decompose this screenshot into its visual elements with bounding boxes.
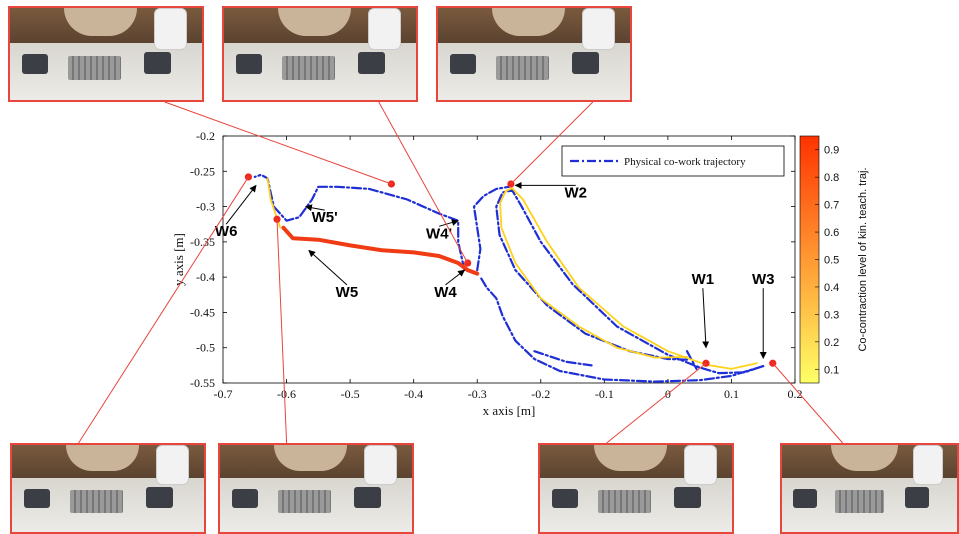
series-line-0	[479, 276, 765, 383]
x-tick-label: -0.3	[468, 387, 487, 401]
series-line-0	[533, 350, 593, 367]
annotation-label: W2	[564, 184, 587, 201]
colorbar-tick-label: 0.3	[824, 309, 839, 321]
x-tick-label: -0.7	[214, 387, 233, 401]
annotation-label: W5	[336, 284, 359, 301]
y-tick-label: -0.35	[190, 235, 215, 249]
legend-label: Physical co-work trajectory	[624, 156, 746, 168]
x-axis-label: x axis [m]	[483, 403, 536, 418]
snapshot-photo-top-2	[222, 6, 418, 102]
y-tick-label: -0.2	[196, 129, 215, 143]
x-tick-label: -0.2	[531, 387, 550, 401]
colorbar-tick-label: 0.7	[824, 200, 839, 212]
y-tick-label: -0.5	[196, 341, 215, 355]
y-tick-label: -0.45	[190, 305, 215, 319]
x-tick-label: -0.6	[277, 387, 296, 401]
x-tick-label: -0.1	[595, 387, 614, 401]
annotation-arrow	[304, 204, 325, 212]
colorbar-tick-label: 0.8	[824, 172, 839, 184]
snapshot-photo-top-3	[436, 6, 632, 102]
snapshot-photo-bottom-4	[780, 443, 959, 534]
snapshot-photo-bottom-1	[10, 443, 206, 534]
y-axis-label: y axis [m]	[171, 233, 186, 286]
annotation-label: W5'	[312, 209, 338, 226]
annotation-label: W4	[434, 284, 457, 301]
annotation-label: W3	[752, 271, 775, 288]
x-tick-label: -0.4	[404, 387, 423, 401]
x-tick-label: -0.5	[341, 387, 360, 401]
annotation-arrow	[225, 184, 257, 225]
annotation-arrow	[438, 219, 459, 227]
annotation-label: W4'	[426, 225, 452, 242]
x-tick-label: 0.2	[788, 387, 803, 401]
connector-line	[164, 101, 392, 185]
series-line-0	[495, 189, 765, 375]
series-line-0	[472, 185, 511, 272]
colorbar-tick-label: 0.9	[824, 145, 839, 157]
connector-line	[78, 176, 249, 444]
connector-line	[772, 362, 844, 444]
snapshot-photo-bottom-2	[218, 443, 414, 534]
y-tick-label: -0.55	[190, 376, 215, 390]
plot-frame	[222, 135, 796, 384]
y-tick-label: -0.4	[196, 270, 215, 284]
colorbar-tick-label: 0.4	[824, 282, 839, 294]
colorbar-label: Co-contraction level of kin. teach. traj…	[857, 167, 869, 351]
annotation-arrow	[308, 249, 348, 286]
series-line-0	[253, 173, 466, 272]
series-line-1	[499, 187, 758, 370]
snapshot-photo-top-1	[8, 6, 204, 102]
connector-line	[510, 101, 594, 185]
connector-line	[606, 362, 707, 444]
colorbar-tick-label: 0.5	[824, 255, 839, 267]
colorbar-tick-label: 0.1	[824, 364, 839, 376]
annotation-arrow	[702, 288, 710, 349]
x-tick-label: 0.1	[724, 387, 739, 401]
snapshot-photo-bottom-3	[538, 443, 734, 534]
colorbar-tick-label: 0.6	[824, 227, 839, 239]
colorbar-tick-label: 0.2	[824, 337, 839, 349]
connector-line	[378, 101, 469, 264]
y-tick-label: -0.25	[190, 164, 215, 178]
annotation-label: W6	[215, 223, 238, 240]
series-line-2	[281, 225, 480, 276]
annotation-label: W1	[692, 271, 715, 288]
connector-line	[276, 219, 288, 444]
annotation-arrow	[445, 269, 466, 286]
y-tick-label: -0.3	[196, 200, 215, 214]
